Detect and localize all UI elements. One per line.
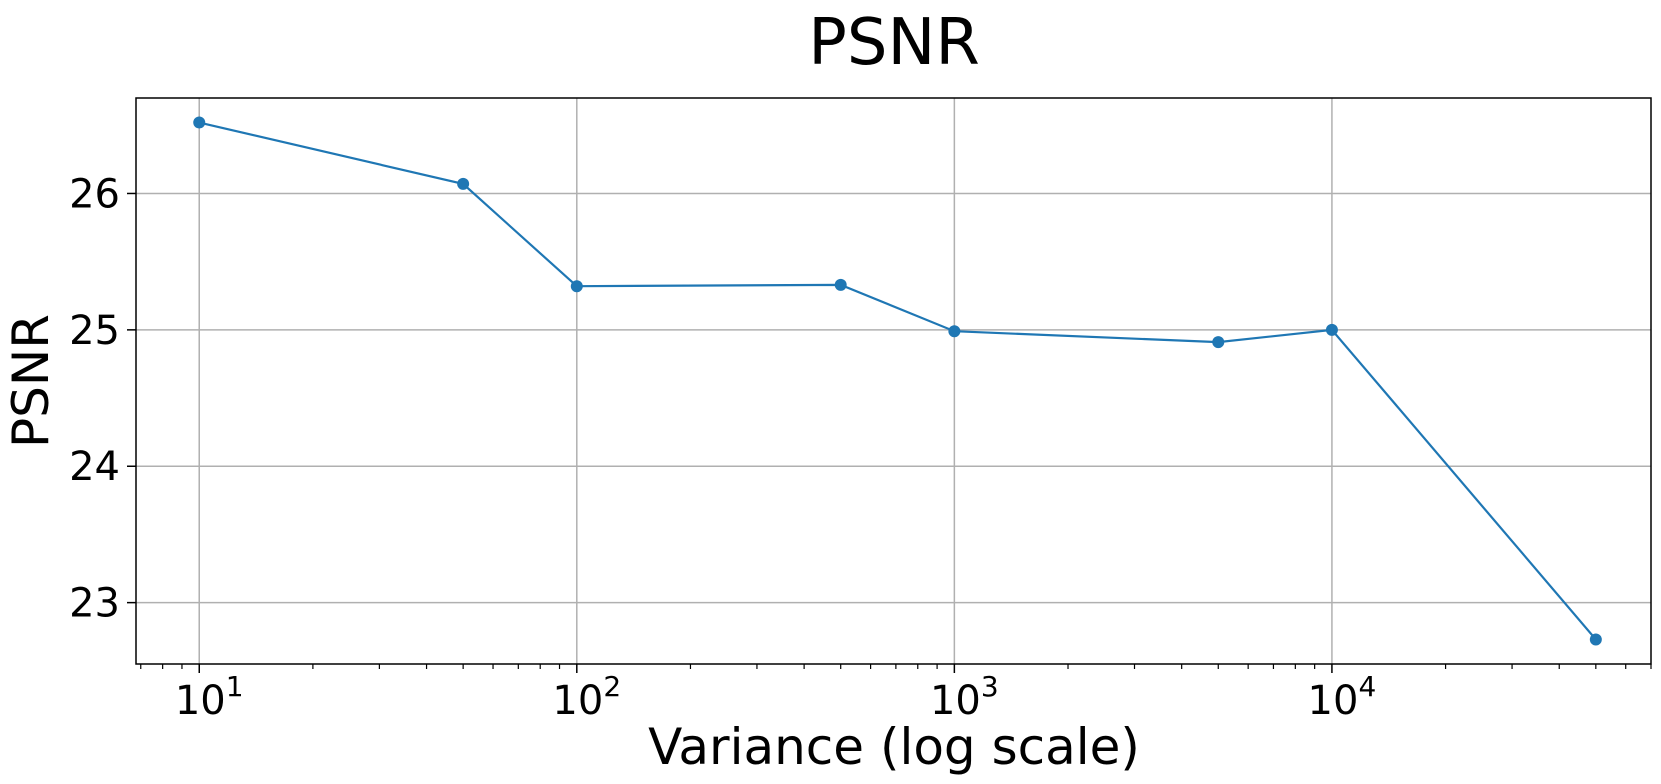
x-tick-label: 101 <box>175 670 244 724</box>
x-tick-exponent: 2 <box>603 670 621 703</box>
x-tick-exponent: 4 <box>1358 670 1376 703</box>
data-point <box>457 177 470 190</box>
x-tick-base: 10 <box>1308 678 1359 724</box>
x-tick-base: 10 <box>930 678 981 724</box>
chart-title: PSNR <box>808 6 980 80</box>
x-tick-base: 10 <box>552 678 603 724</box>
data-point <box>948 325 961 338</box>
data-point <box>834 278 847 291</box>
series-line <box>198 121 1597 641</box>
grid <box>136 98 1651 664</box>
x-tick-base: 10 <box>175 678 226 724</box>
data-point <box>1325 323 1338 336</box>
y-axis-label: PSNR <box>2 314 60 448</box>
y-tick-label: 25 <box>69 308 120 354</box>
data-point <box>1589 633 1602 646</box>
y-tick-label: 24 <box>69 444 120 490</box>
x-tick-exponent: 1 <box>226 670 244 703</box>
data-point <box>193 116 206 129</box>
y-tick-label: 23 <box>69 581 120 627</box>
x-tick-label: 102 <box>552 670 621 724</box>
data-point <box>1212 336 1225 349</box>
x-tick-exponent: 3 <box>981 670 999 703</box>
series-layer <box>193 116 1602 646</box>
y-tick-label: 26 <box>69 171 120 217</box>
data-point <box>570 280 583 293</box>
plot-frame <box>135 97 1652 665</box>
x-tick-label: 104 <box>1308 670 1377 724</box>
x-axis-label: Variance (log scale) <box>648 718 1140 776</box>
x-tick-label: 103 <box>930 670 999 724</box>
minor-ticks <box>140 664 1652 669</box>
